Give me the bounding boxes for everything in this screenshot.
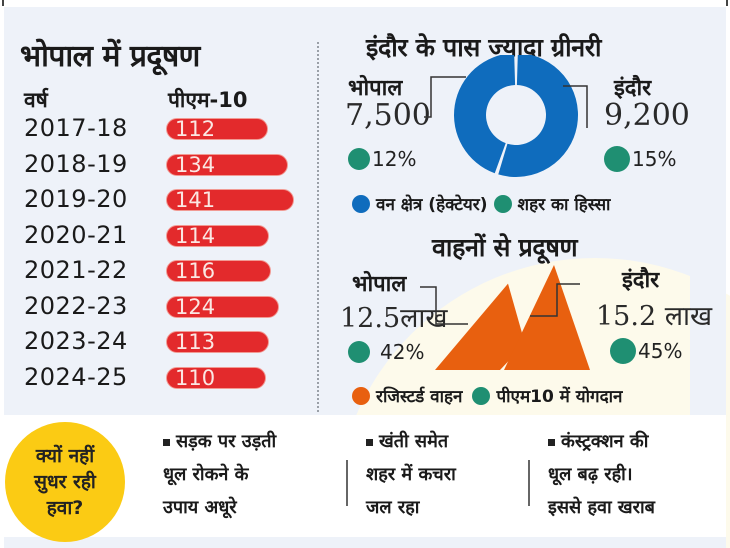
- legend-registered-vehicles: रजिस्टर्ड वाहन: [376, 387, 463, 407]
- year-label: 2017-18: [24, 114, 128, 142]
- year-label: 2024-25: [24, 362, 128, 391]
- legend-city-share: शहर का हिस्सा: [517, 195, 611, 215]
- vehicle-indore-name: इंदौर: [622, 267, 660, 293]
- bhopal-leader-line: [420, 286, 468, 325]
- donut-indore-name: इंदौर: [614, 75, 652, 101]
- legend-pm10-contribution: पीएम10 में योगदान: [496, 387, 623, 407]
- year-label: 2020-21: [24, 220, 128, 249]
- pm10-value-label: 116: [175, 259, 216, 283]
- pm10-value-label: 134: [175, 152, 216, 177]
- green-dot-icon: [472, 386, 491, 405]
- year-label: 2023-24: [24, 327, 128, 355]
- bullet-icon: [163, 438, 170, 446]
- vehicle-bhopal-value: 12.5लाख: [340, 303, 448, 334]
- donut-bhopal-name: भोपाल: [348, 75, 403, 101]
- green-dot-icon: [493, 194, 512, 213]
- pm10-bar: 114: [166, 223, 269, 248]
- donut-bhopal-value: 7,500: [345, 98, 431, 133]
- greenery-title: इंदौर के पास ज्यादा ग्रीनरी: [366, 33, 602, 62]
- pm10-bar: 116: [166, 259, 271, 283]
- legend-forest-area: वन क्षेत्र (हेक्टेयर): [376, 195, 488, 215]
- pm10-bar: 110: [166, 365, 266, 390]
- donut-indore-share: 15%: [604, 146, 676, 172]
- reason-construction-dust: कंस्ट्रक्शन की धूल बढ़ रही। इससे हवा खरा…: [548, 431, 655, 518]
- bhopal-pollution-title: भोपाल में प्रदूषण: [20, 39, 200, 74]
- donut-legend: वन क्षेत्र (हेक्टेयर) शहर का हिस्सा: [352, 192, 610, 215]
- pm10-value-label: 112: [175, 117, 216, 141]
- vehicle-bhopal-share: 42%: [348, 340, 424, 364]
- pm10-bar: 112: [166, 117, 268, 141]
- bar-row: 2021-22 116: [0, 256, 300, 290]
- bar-row: 2018-19 134: [0, 150, 300, 184]
- year-label: 2021-22: [24, 256, 128, 284]
- reason-road-dust: सड़क पर उड़ती धूल रोकने के उपाय अधूरे: [163, 431, 277, 518]
- pm10-value-label: 141: [175, 188, 216, 212]
- blue-dot-icon: [352, 194, 370, 213]
- vehicle-legend: रजिस्टर्ड वाहन पीएम10 में योगदान: [352, 384, 622, 407]
- pm10-value-label: 124: [175, 294, 216, 319]
- year-label: 2018-19: [24, 149, 128, 178]
- reason-garbage-burning: खंती समेत शहर में कचरा जल रहा: [366, 431, 456, 518]
- vehicle-bhopal-name: भोपाल: [352, 271, 407, 297]
- section-divider: [317, 42, 319, 412]
- pm10-value-label: 114: [175, 223, 216, 248]
- year-label: 2019-20: [24, 185, 128, 213]
- reason-separator: [528, 460, 530, 506]
- pm10-value-label: 113: [175, 330, 216, 354]
- donut-segment-indore: [498, 55, 578, 177]
- orange-dot-icon: [352, 386, 370, 405]
- pm10-bar: 134: [166, 152, 288, 177]
- pm10-bar: 124: [166, 294, 279, 319]
- donut-bhopal-share: 12%: [348, 147, 416, 171]
- bullet-icon: [548, 438, 555, 446]
- pm10-bar: 141: [166, 188, 294, 212]
- green-dot-icon: [348, 341, 370, 363]
- bar-row: 2017-18 112: [0, 114, 300, 148]
- forest-donut-chart: [424, 55, 588, 177]
- green-dot-icon: [604, 146, 630, 172]
- donut-indore-value: 9,200: [604, 98, 690, 133]
- top-border: [0, 0, 730, 6]
- vehicle-pollution-title: वाहनों से प्रदूषण: [432, 233, 578, 262]
- vehicle-triangle-chart: [420, 265, 590, 370]
- reason-separator: [346, 460, 348, 506]
- bottom-border: [4, 537, 726, 548]
- pm10-column-header: पीएम-10: [168, 88, 248, 112]
- pm10-bar: 113: [166, 330, 269, 354]
- vehicle-indore-share: 45%: [610, 338, 682, 364]
- bar-row: 2024-25 110: [0, 363, 300, 397]
- bhopal-leader-line: [424, 76, 466, 118]
- indore-leader-line: [530, 283, 580, 317]
- vehicle-indore-value: 15.2 लाख: [596, 301, 713, 332]
- donut-segment-bhopal: [454, 55, 516, 174]
- green-dot-icon: [610, 338, 636, 364]
- year-column-header: वर्ष: [24, 88, 48, 112]
- bar-row: 2019-20 141: [0, 185, 300, 219]
- bar-row: 2020-21 114: [0, 221, 300, 255]
- triangle-indore: [504, 265, 590, 370]
- indore-leader-line: [563, 85, 588, 128]
- year-label: 2022-23: [24, 291, 128, 320]
- green-dot-icon: [348, 148, 370, 170]
- bar-row: 2023-24 113: [0, 327, 300, 361]
- triangle-bhopal: [435, 283, 525, 370]
- bar-row: 2022-23 124: [0, 292, 300, 326]
- question-badge: क्यों नहीं सुधर रही हवा?: [5, 422, 125, 542]
- bullet-icon: [366, 438, 373, 446]
- pm10-value-label: 110: [175, 365, 216, 390]
